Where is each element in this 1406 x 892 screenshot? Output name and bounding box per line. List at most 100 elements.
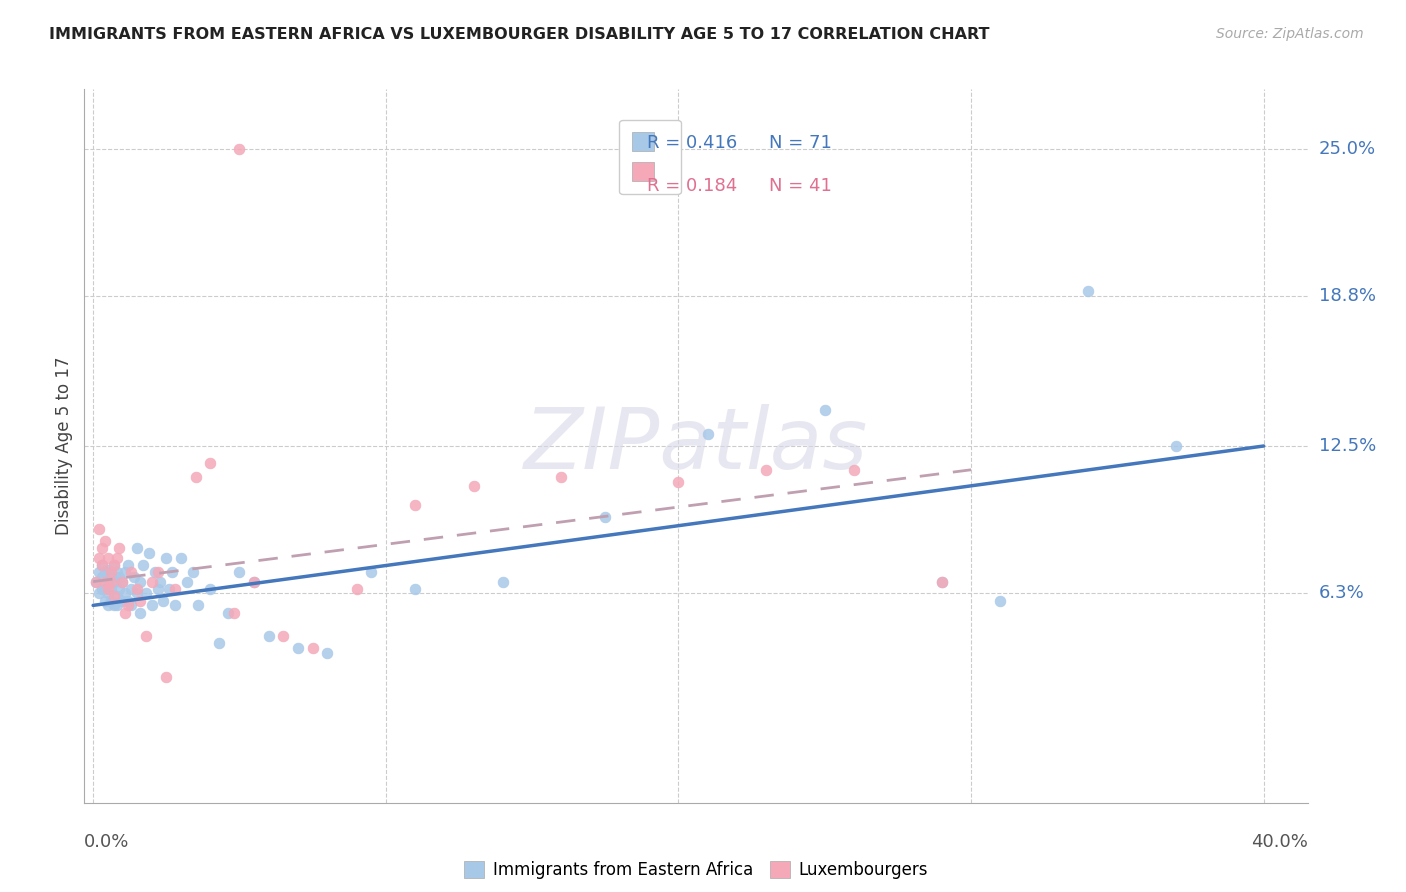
- Point: [149, 574, 172, 589]
- Point: [316, 646, 339, 660]
- Point: [100, 593, 122, 607]
- Text: 6.3%: 6.3%: [1319, 584, 1364, 602]
- Point: [146, 565, 169, 579]
- Point: [184, 470, 207, 484]
- Point: [97, 582, 120, 596]
- Point: [222, 606, 245, 620]
- Point: [125, 541, 148, 556]
- Point: [108, 570, 131, 584]
- Point: [97, 586, 120, 600]
- Point: [1077, 285, 1099, 299]
- Point: [157, 582, 180, 596]
- Point: [100, 574, 122, 589]
- Point: [165, 599, 187, 613]
- Point: [404, 499, 426, 513]
- Point: [129, 606, 152, 620]
- Point: [170, 550, 193, 565]
- Point: [988, 593, 1011, 607]
- Point: [176, 574, 198, 589]
- Point: [125, 586, 148, 600]
- Point: [105, 550, 128, 565]
- Legend: Immigrants from Eastern Africa, Luxembourgers: Immigrants from Eastern Africa, Luxembou…: [456, 853, 936, 888]
- Point: [287, 641, 309, 656]
- Point: [97, 550, 120, 565]
- Point: [90, 570, 112, 584]
- Point: [346, 582, 368, 596]
- Point: [84, 574, 107, 589]
- Point: [360, 565, 382, 579]
- Text: 18.8%: 18.8%: [1319, 287, 1375, 305]
- Text: 40.0%: 40.0%: [1251, 833, 1308, 851]
- Point: [111, 593, 134, 607]
- Point: [141, 599, 163, 613]
- Point: [132, 558, 155, 572]
- Point: [1164, 439, 1187, 453]
- Point: [668, 475, 690, 489]
- Point: [152, 593, 174, 607]
- Point: [842, 463, 865, 477]
- Point: [97, 599, 120, 613]
- Point: [187, 599, 209, 613]
- Text: N = 41: N = 41: [769, 177, 832, 194]
- Point: [111, 574, 134, 589]
- Point: [492, 574, 515, 589]
- Point: [100, 565, 122, 579]
- Point: [696, 427, 718, 442]
- Point: [114, 586, 136, 600]
- Point: [243, 574, 266, 589]
- Point: [120, 599, 142, 613]
- Point: [228, 565, 250, 579]
- Point: [217, 606, 239, 620]
- Point: [94, 574, 117, 589]
- Point: [404, 582, 426, 596]
- Point: [160, 565, 183, 579]
- Text: 0.0%: 0.0%: [84, 833, 129, 851]
- Point: [97, 577, 120, 591]
- Point: [105, 565, 128, 579]
- Point: [103, 558, 125, 572]
- Point: [97, 563, 120, 577]
- Point: [94, 534, 117, 549]
- Point: [108, 582, 131, 596]
- Point: [138, 546, 160, 560]
- Point: [117, 558, 139, 572]
- Point: [129, 593, 152, 607]
- Point: [100, 582, 122, 596]
- Point: [129, 574, 152, 589]
- Point: [198, 456, 221, 470]
- Point: [84, 574, 107, 589]
- Point: [117, 593, 139, 607]
- Point: [141, 574, 163, 589]
- Point: [155, 550, 177, 565]
- Point: [105, 589, 128, 603]
- Point: [94, 582, 117, 596]
- Point: [301, 641, 323, 656]
- Text: R = 0.416: R = 0.416: [647, 134, 737, 152]
- Point: [931, 574, 953, 589]
- Point: [87, 565, 110, 579]
- Point: [114, 606, 136, 620]
- Point: [108, 541, 131, 556]
- Point: [257, 629, 280, 643]
- Point: [463, 479, 485, 493]
- Point: [165, 582, 187, 596]
- Point: [120, 565, 142, 579]
- Point: [120, 582, 142, 596]
- Point: [155, 670, 177, 684]
- Point: [90, 558, 112, 572]
- Point: [103, 589, 125, 603]
- Point: [135, 586, 157, 600]
- Point: [198, 582, 221, 596]
- Point: [87, 586, 110, 600]
- Point: [105, 599, 128, 613]
- Point: [122, 570, 145, 584]
- Point: [100, 570, 122, 584]
- Point: [550, 470, 572, 484]
- Point: [181, 565, 204, 579]
- Point: [125, 582, 148, 596]
- Point: [87, 550, 110, 565]
- Point: [87, 522, 110, 536]
- Point: [273, 629, 295, 643]
- Point: [103, 599, 125, 613]
- Text: IMMIGRANTS FROM EASTERN AFRICA VS LUXEMBOURGER DISABILITY AGE 5 TO 17 CORRELATIO: IMMIGRANTS FROM EASTERN AFRICA VS LUXEMB…: [49, 27, 990, 42]
